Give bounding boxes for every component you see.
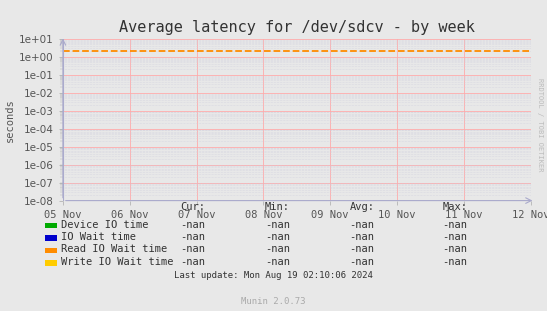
Text: -nan: -nan bbox=[443, 244, 468, 254]
Text: Munin 2.0.73: Munin 2.0.73 bbox=[241, 297, 306, 306]
Text: -nan: -nan bbox=[180, 232, 205, 242]
Text: -nan: -nan bbox=[443, 220, 468, 230]
Title: Average latency for /dev/sdcv - by week: Average latency for /dev/sdcv - by week bbox=[119, 20, 475, 35]
Text: -nan: -nan bbox=[180, 220, 205, 230]
Text: -nan: -nan bbox=[350, 244, 375, 254]
Text: RRDTOOL / TOBI OETIKER: RRDTOOL / TOBI OETIKER bbox=[537, 78, 543, 171]
Text: -nan: -nan bbox=[265, 244, 290, 254]
Text: Avg:: Avg: bbox=[350, 202, 375, 212]
Text: IO Wait time: IO Wait time bbox=[61, 232, 136, 242]
Text: Write IO Wait time: Write IO Wait time bbox=[61, 257, 174, 267]
Text: Device IO time: Device IO time bbox=[61, 220, 149, 230]
Text: -nan: -nan bbox=[265, 257, 290, 267]
Text: -nan: -nan bbox=[350, 220, 375, 230]
Text: -nan: -nan bbox=[265, 220, 290, 230]
Text: -nan: -nan bbox=[443, 257, 468, 267]
Text: -nan: -nan bbox=[265, 232, 290, 242]
Text: Read IO Wait time: Read IO Wait time bbox=[61, 244, 167, 254]
Text: Min:: Min: bbox=[265, 202, 290, 212]
Text: -nan: -nan bbox=[350, 232, 375, 242]
Text: -nan: -nan bbox=[180, 257, 205, 267]
Text: -nan: -nan bbox=[443, 232, 468, 242]
Text: -nan: -nan bbox=[350, 257, 375, 267]
Text: Last update: Mon Aug 19 02:10:06 2024: Last update: Mon Aug 19 02:10:06 2024 bbox=[174, 271, 373, 280]
Text: Cur:: Cur: bbox=[180, 202, 205, 212]
Text: -nan: -nan bbox=[180, 244, 205, 254]
Text: Max:: Max: bbox=[443, 202, 468, 212]
Y-axis label: seconds: seconds bbox=[5, 98, 15, 142]
